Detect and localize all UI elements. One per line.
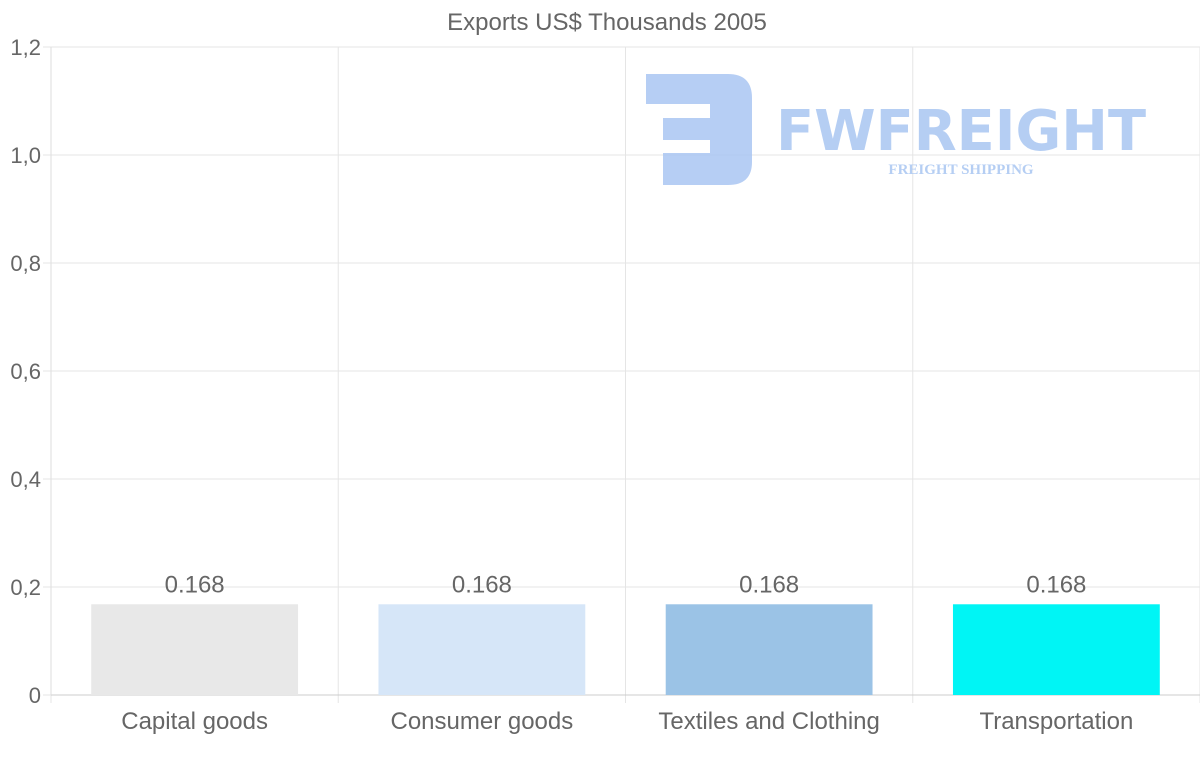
bar [378,604,586,695]
data-label: 0.168 [165,571,225,598]
data-label: 0.168 [1026,571,1086,598]
y-tick-label: 0,2 [10,575,41,600]
y-tick-label: 1,0 [10,143,41,168]
y-tick-label: 0,8 [10,251,41,276]
x-tick-label: Transportation [979,708,1133,735]
bar [665,604,873,695]
chart-title: Exports US$ Thousands 2005 [447,9,767,36]
watermark-tagline: FREIGHT SHIPPING [888,162,1033,178]
bar [91,604,299,695]
y-tick-label: 0 [29,683,41,708]
x-tick-label: Consumer goods [390,708,573,735]
x-tick-label: Textiles and Clothing [658,708,879,735]
watermark-brand: FWFREIGHT [776,99,1146,164]
fwfreight-logo-watermark: FWFREIGHT FREIGHT SHIPPING [646,74,1146,185]
bars: 0.168 0.168 0.168 0.168 [91,571,1160,695]
x-axis: Capital goods Consumer goods Textiles and … [121,708,1133,735]
y-tick-label: 1,2 [10,35,41,60]
y-tick-label: 0,4 [10,467,41,492]
x-tick-label: Capital goods [121,708,268,735]
y-axis: 0 0,2 0,4 0,6 0,8 1,0 1,2 [10,35,41,708]
bar [952,604,1160,695]
data-label: 0.168 [739,571,799,598]
data-label: 0.168 [452,571,512,598]
logo-mark-icon [646,74,752,185]
y-tick-label: 0,6 [10,359,41,384]
